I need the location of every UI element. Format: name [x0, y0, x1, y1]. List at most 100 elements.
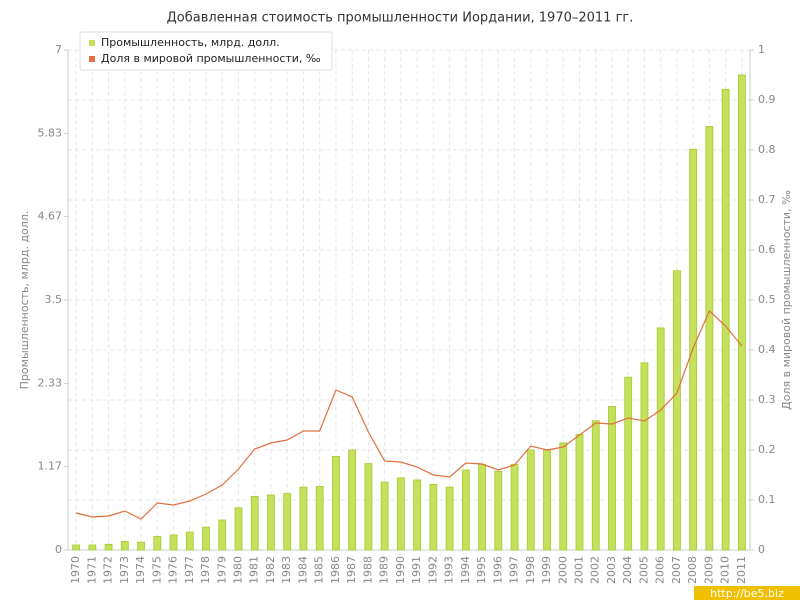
bar: [461, 469, 470, 551]
watermark-bg: [694, 586, 800, 600]
x-tick-label: 1996: [491, 556, 504, 584]
legend-swatch: [89, 56, 95, 62]
bar: [153, 536, 162, 551]
x-tick-label: 1993: [443, 556, 456, 584]
y-tick-label: 7: [55, 43, 62, 56]
bar: [315, 486, 324, 551]
y2-tick-label: 0.3: [758, 393, 776, 406]
y2-tick-label: 0.8: [758, 143, 776, 156]
x-tick-label: 1990: [394, 556, 407, 584]
chart-title: Добавленная стоимость промышленности Иор…: [167, 11, 634, 26]
bar: [104, 543, 113, 551]
x-tick-label: 1981: [248, 556, 261, 584]
x-tick-label: 1978: [199, 556, 212, 584]
bar: [283, 493, 292, 551]
x-tick-label: 1977: [183, 556, 196, 584]
bar: [543, 449, 551, 551]
bar: [705, 126, 714, 551]
x-tick-label: 1987: [345, 556, 358, 584]
bar: [137, 541, 145, 551]
y2-tick-label: 0.1: [758, 493, 776, 506]
bar: [364, 463, 373, 551]
bar: [413, 479, 422, 551]
legend-label: Доля в мировой промышленности, ‰: [101, 52, 321, 65]
x-tick-label: 1972: [102, 556, 115, 584]
bar: [640, 362, 649, 551]
bar: [299, 486, 308, 551]
x-tick-label: 2003: [605, 556, 618, 584]
x-tick-label: 1973: [118, 556, 131, 584]
x-tick-label: 1979: [215, 556, 228, 584]
x-tick-label: 1988: [361, 556, 374, 584]
x-tick-label: 2007: [670, 556, 683, 584]
bar: [348, 449, 357, 551]
legend-box: [79, 31, 333, 71]
bar: [120, 541, 129, 551]
x-tick-label: 1997: [508, 556, 521, 584]
x-tick-label: 1986: [329, 556, 342, 584]
y2-tick-label: 0.9: [758, 93, 776, 106]
x-tick-label: 1985: [313, 556, 326, 584]
y2-axis-label: Доля в мировой промышленности, ‰: [780, 190, 793, 410]
x-tick-label: 1976: [167, 556, 180, 584]
bar: [737, 74, 746, 551]
legend-label: Промышленность, млрд. долл.: [101, 36, 280, 49]
x-tick-label: 2011: [735, 556, 748, 584]
bar: [202, 526, 210, 551]
x-tick-label: 1983: [280, 556, 293, 584]
bar: [185, 531, 194, 551]
x-tick-label: 2001: [573, 556, 586, 584]
bar: [380, 481, 389, 551]
legend: Промышленность, млрд. долл. Доля в мирово…: [79, 31, 333, 71]
y-tick-label: 1.17: [38, 459, 63, 472]
bar: [575, 433, 584, 551]
y-tick-label: 0: [55, 543, 62, 556]
y-axis-label: Промышленность, млрд. долл.: [18, 211, 31, 390]
y2-tick-label: 0.7: [758, 193, 776, 206]
bar: [88, 544, 97, 551]
bar: [332, 456, 340, 551]
bar: [526, 449, 535, 551]
x-tick-label: 2002: [589, 556, 602, 584]
bar: [445, 486, 454, 551]
bar: [218, 519, 227, 551]
y-tick-label: 5.83: [38, 127, 63, 140]
bar: [494, 471, 503, 551]
legend-swatch: [89, 40, 95, 46]
x-tick-label: 1994: [459, 556, 472, 584]
watermark: http://be5.biz: [710, 587, 784, 600]
bar: [608, 406, 616, 551]
bar: [559, 442, 568, 551]
bar: [478, 463, 486, 551]
x-tick-label: 2000: [556, 556, 569, 584]
bar: [510, 463, 519, 551]
line: [75, 309, 743, 520]
bar: [72, 544, 81, 551]
y-tick-label: 3.5: [45, 293, 63, 306]
y2-tick-label: 1: [758, 43, 765, 56]
x-tick-label: 1984: [296, 556, 309, 584]
x-tick-label: 1989: [378, 556, 391, 584]
bar: [396, 477, 405, 551]
y-tick-label: 4.67: [38, 209, 63, 222]
x-tick-label: 2008: [686, 556, 699, 584]
bar: [591, 420, 600, 551]
x-tick-label: 1995: [475, 556, 488, 584]
bar: [721, 88, 730, 551]
x-tick-label: 2009: [702, 556, 715, 584]
bar: [429, 483, 438, 551]
x-tick-label: 1974: [134, 556, 147, 584]
bar: [673, 270, 681, 551]
x-tick-label: 2006: [654, 556, 667, 584]
x-tick-label: 1982: [264, 556, 277, 584]
bar: [624, 376, 633, 551]
x-tick-label: 2010: [719, 556, 732, 584]
x-tick-label: 1992: [426, 556, 439, 584]
x-tick-label: 1971: [85, 556, 98, 584]
bar: [250, 496, 259, 551]
bar: [234, 507, 243, 551]
x-tick-label: 1999: [540, 556, 553, 584]
y2-tick-label: 0: [758, 543, 765, 556]
x-tick-label: 1975: [150, 556, 163, 584]
